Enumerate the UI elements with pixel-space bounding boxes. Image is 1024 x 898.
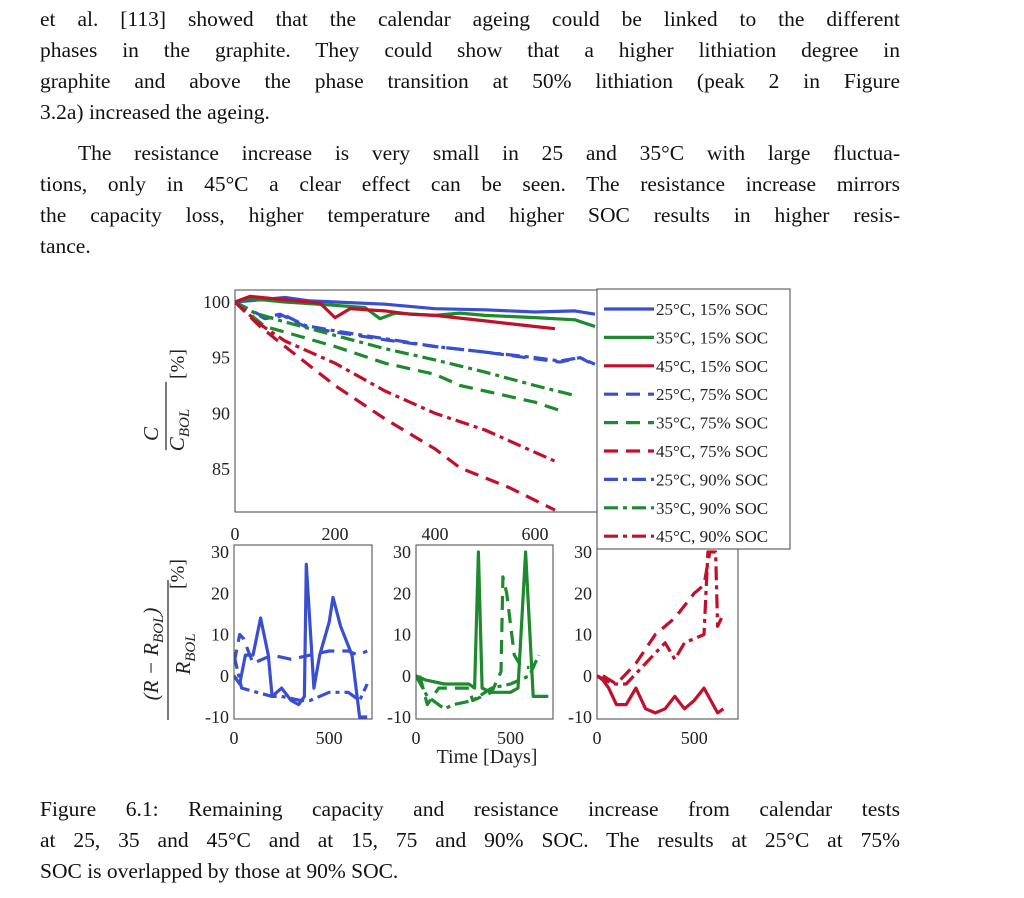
text-line: 3.2a) increased the ageing. [40,100,270,124]
series-line-r2-0 [597,674,725,715]
y-tick-label: 20 [574,583,592,603]
x-tick-label: 0 [412,728,421,748]
resistance-ylabel-numerator: (R − RBOL) [139,608,167,701]
x-axis-label: Time [Days] [437,746,538,768]
y-tick-label: 0 [402,666,411,686]
x-tick-label: 500 [316,728,343,748]
legend-item: 25°C, 15% SOC [604,300,768,319]
y-tick-label: 10 [211,625,229,645]
x-tick-label: 400 [422,524,449,544]
legend-item: 25°C, 90% SOC [604,470,768,489]
y-tick-label: 85 [212,459,230,479]
series-line-r1-0 [416,550,549,698]
legend-item: 45°C, 75% SOC [604,442,768,461]
caption-line: Figure 6.1: Remaining capacity and resis… [40,797,900,821]
resistance-ylabel-unit: [%] [167,559,189,589]
series-line-capacity-7 [235,300,576,398]
legend-item: 35°C, 15% SOC [604,328,768,347]
legend-label: 35°C, 15% SOC [656,328,768,347]
legend-label: 35°C, 90% SOC [656,499,768,518]
text-line: The resistance increase is very small in… [78,141,900,165]
capacity-ylabel-denominator: CBOL [165,409,193,451]
legend-label: 25°C, 75% SOC [656,385,768,404]
capacity-chart: 0 200 400 600 100 95 90 85 [203,289,598,544]
legend-item: 35°C, 90% SOC [604,499,768,518]
series-line-capacity-4 [235,300,566,414]
legend-item: 35°C, 75% SOC [604,414,768,433]
legend-label: 25°C, 15% SOC [656,300,768,319]
text-line: tions, only in 45°C a clear effect can b… [40,172,900,196]
legend-label: 45°C, 90% SOC [656,527,768,546]
caption-line: SOC is overlapped by those at 90% SOC. [40,859,399,883]
series-line-r1-1 [418,575,530,707]
y-tick-label: 20 [211,583,229,603]
x-tick-label: 0 [593,728,602,748]
x-tick-label: 200 [322,524,349,544]
capacity-ylabel-numerator: C [139,426,163,441]
series-line-r0-2 [234,654,369,703]
capacity-ylabel-unit: [%] [167,349,189,379]
legend-item: 45°C, 90% SOC [604,527,768,546]
plot-frame-r1 [415,544,554,720]
x-tick-label: 500 [497,728,524,748]
text-line: the capacity loss, higher temperature an… [40,203,900,227]
y-tick-label: 0 [220,666,229,686]
y-tick-label: 10 [393,625,411,645]
series-line-capacity-8 [235,300,556,463]
series-line-r2-1 [601,551,712,686]
x-tick-label: 0 [230,728,239,748]
x-tick-label: 0 [231,524,240,544]
x-tick-label: 600 [522,524,549,544]
y-tick-label: 95 [212,348,230,368]
y-tick-label: 20 [393,583,411,603]
series-line-capacity-2 [235,294,556,331]
y-tick-label: 30 [393,542,411,562]
y-tick-label: 30 [211,542,229,562]
legend-label: 45°C, 75% SOC [656,442,768,461]
text-line: phases in the graphite. They could show … [40,38,900,62]
plot-frame-r0 [233,544,373,720]
text-line: et al. [113] showed that the calendar ag… [40,7,900,31]
legend-label: 25°C, 90% SOC [656,470,768,489]
series-line-r1-2 [416,654,541,711]
legend-item: 45°C, 15% SOC [604,357,768,376]
legend-item: 25°C, 75% SOC [604,385,768,404]
y-tick-label: 100 [203,292,230,312]
legend-label: 35°C, 75% SOC [656,414,768,433]
legend-label: 45°C, 15% SOC [656,357,768,376]
legend-box [596,288,791,550]
series-line-r0-0 [234,562,368,719]
caption-line: at 25, 35 and 45°C and at 15, 75 and 90%… [40,828,900,852]
series-line-r0-1 [234,632,368,665]
legend: 25°C, 15% SOC 35°C, 15% SOC 45°C, 15% SOC 2… [596,288,791,550]
y-tick-label: -10 [205,707,229,727]
y-tick-label: -10 [387,707,411,727]
y-tick-label: 90 [212,403,230,423]
series-line-capacity-6 [235,300,596,366]
x-tick-label: 500 [681,728,708,748]
y-tick-label: -10 [568,707,592,727]
y-tick-label: 30 [574,542,592,562]
series-line-capacity-5 [235,300,556,512]
text-line: tance. [40,234,91,258]
text-line: graphite and above the phase transition … [40,69,900,93]
y-tick-label: 10 [574,625,592,645]
y-tick-label: 0 [583,666,592,686]
series-line-r2-2 [597,550,723,686]
resistance-ylabel-denominator: RBOL [171,633,199,675]
